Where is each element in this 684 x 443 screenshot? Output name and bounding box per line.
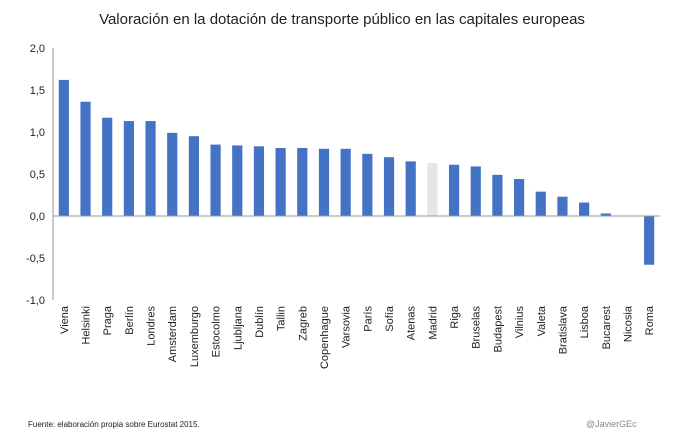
y-tick-label: 0,5 xyxy=(30,169,45,181)
bar-roma xyxy=(644,216,655,265)
y-tick-label: 1,5 xyxy=(30,85,45,97)
bar-bucarest xyxy=(600,213,611,216)
bar-paris xyxy=(362,153,373,216)
category-label: Zagreb xyxy=(297,306,309,341)
category-label: Varsovia xyxy=(341,305,353,348)
bar-dublin xyxy=(253,146,265,216)
bar-bruselas xyxy=(470,166,481,216)
category-label: Nicosia xyxy=(622,305,634,342)
category-label: Sofía xyxy=(384,305,396,332)
bar-varsovia xyxy=(340,148,351,216)
category-label: Estocolmo xyxy=(211,306,223,357)
category-label: Luxemburgo xyxy=(189,306,201,367)
category-label: Helsinki xyxy=(81,306,93,345)
y-tick-label: -0,5 xyxy=(26,253,45,265)
y-tick-label: 1,0 xyxy=(30,127,45,139)
category-label: Lisboa xyxy=(579,305,591,338)
category-label: Madrid xyxy=(427,306,439,340)
bar-amsterdam xyxy=(167,132,178,216)
category-label: Praga xyxy=(102,305,114,335)
category-label: Ljubljana xyxy=(232,305,244,350)
category-label: Viena xyxy=(59,305,71,334)
bar-riga xyxy=(448,164,460,216)
category-label: Bruselas xyxy=(471,306,483,349)
bar-lisboa xyxy=(579,202,590,216)
bar-valeta xyxy=(535,191,546,216)
bar-vilnius xyxy=(513,179,525,216)
category-label: Amsterdam xyxy=(167,306,179,362)
bar-estocolmo xyxy=(210,144,221,216)
bar-luxemburgo xyxy=(188,136,200,216)
category-label: Berlín xyxy=(124,306,136,335)
bar-praga xyxy=(102,117,113,216)
bar-berlin xyxy=(123,121,134,216)
category-label: Atenas xyxy=(406,306,418,341)
chart-title: Valoración en la dotación de transporte … xyxy=(99,11,585,28)
category-label: Budapest xyxy=(492,306,504,352)
category-label: Bucarest xyxy=(601,306,613,349)
bar-madrid xyxy=(427,163,438,216)
bar-bratislava xyxy=(557,196,568,216)
bar-atenas xyxy=(405,161,416,216)
bar-sofia xyxy=(383,157,395,216)
bar-londres xyxy=(145,121,156,216)
y-tick-label: 0,0 xyxy=(30,211,45,223)
category-label: Bratislava xyxy=(557,305,569,354)
category-label: Londres xyxy=(146,306,158,346)
category-label: Tallin xyxy=(276,306,288,331)
category-label: París xyxy=(362,306,374,332)
y-tick-label: 2,0 xyxy=(30,43,45,55)
bar-helsinki xyxy=(80,101,91,216)
category-label: Dublín xyxy=(254,306,266,338)
bar-zagreb xyxy=(297,147,308,216)
category-label: Riga xyxy=(449,305,461,329)
author-credit: @JavierGEc xyxy=(586,419,637,429)
category-label: Valeta xyxy=(536,305,548,336)
category-label: Roma xyxy=(644,305,656,335)
source-note: Fuente: elaboración propia sobre Eurosta… xyxy=(28,420,200,429)
bar-viena xyxy=(58,79,69,216)
bar-budapest xyxy=(492,174,503,216)
bar-ljubljana xyxy=(232,145,243,216)
category-label: Copenhague xyxy=(319,306,331,369)
category-label: Vilnius xyxy=(514,306,526,339)
y-tick-label: -1,0 xyxy=(26,295,45,307)
bar-tallin xyxy=(275,147,286,216)
bar-copenhague xyxy=(318,148,330,216)
